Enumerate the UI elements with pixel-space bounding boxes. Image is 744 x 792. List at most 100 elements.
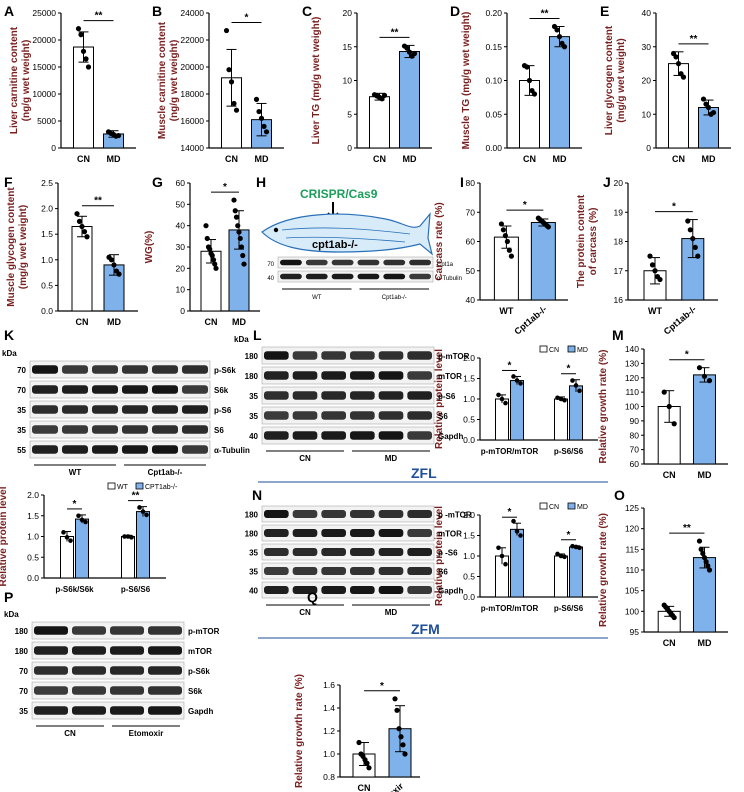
y-tick-label: 0.8 xyxy=(323,772,335,782)
blot-band xyxy=(110,686,144,695)
legend-swatch xyxy=(135,482,144,490)
y-tick-label: 1.0 xyxy=(463,394,475,404)
data-point xyxy=(125,534,131,539)
blot-band xyxy=(32,365,58,374)
panel-letter-f: F xyxy=(4,174,13,190)
crispr-title: CRISPR/Cas9 xyxy=(300,187,378,201)
kda-marker: 180 xyxy=(15,647,29,656)
bar-data-point xyxy=(701,373,708,379)
blot-band xyxy=(62,405,88,414)
significance-marker: ** xyxy=(94,196,102,207)
bar-data-point xyxy=(508,253,514,259)
y-tick-label: 40 xyxy=(176,221,186,231)
y-axis-title-line: Muscle carnitine content xyxy=(157,21,168,139)
x-category-label: MD xyxy=(697,470,711,480)
blot-strip xyxy=(277,256,434,269)
blot-band xyxy=(62,425,88,434)
y-tick-label: 1.5 xyxy=(463,374,475,384)
y-tick-label: 25000 xyxy=(32,8,56,18)
y-tick-label: 70 xyxy=(466,207,476,217)
zfm-label: ZFM xyxy=(411,621,440,637)
chart-g: 0 10 20 30 40 50 60 WG(%) CN MD * xyxy=(144,178,260,327)
blot-band xyxy=(407,567,432,575)
bar-data-point xyxy=(209,252,215,259)
y-tick-label: 0.05 xyxy=(485,109,502,119)
blot-band xyxy=(350,510,375,518)
band-label: S6 xyxy=(438,568,448,577)
kda-marker: 35 xyxy=(249,568,258,577)
kda-marker: 35 xyxy=(17,406,26,415)
y-axis-title: Muscle TG (mg/g wet weight) xyxy=(461,12,472,150)
blot-strip xyxy=(31,641,185,660)
legend-label: CPT1ab-/- xyxy=(145,484,178,491)
chart-d: 0.00 0.05 0.10 0.15 0.20 Muscle TG (mg/g wet … xyxy=(461,8,582,164)
y-tick-label: 14000 xyxy=(180,143,204,153)
data-point xyxy=(144,512,149,518)
bar-data-point xyxy=(396,726,402,732)
y-tick-label: 70 xyxy=(630,445,640,455)
y-axis-title: Liver carnitine content(ng/g wet weight) xyxy=(9,26,32,134)
significance-marker: ** xyxy=(541,9,549,20)
x-category-label: p-mTOR/mTOR xyxy=(481,447,539,456)
blot-band xyxy=(122,425,148,434)
panel-letter-h: H xyxy=(256,174,266,190)
bar-data-point xyxy=(698,546,704,552)
bar-data-point xyxy=(661,389,667,395)
bar-data-point xyxy=(394,707,400,713)
panel-letter-n: N xyxy=(252,487,262,503)
kda-marker: 35 xyxy=(19,707,28,716)
blot-band xyxy=(264,567,289,575)
blot-band xyxy=(357,259,380,266)
y-tick-label: 0.0 xyxy=(463,435,475,445)
bar-data-point xyxy=(240,252,246,259)
y-tick-label: 0.20 xyxy=(485,8,502,18)
blot-band xyxy=(280,259,302,266)
legend-swatch xyxy=(567,502,576,510)
blot-band xyxy=(34,686,68,695)
y-axis-title: Liver glycogen content(mg/g wet weight) xyxy=(604,25,627,135)
blot-band xyxy=(264,391,289,400)
bar-data-point xyxy=(392,696,398,702)
data-point xyxy=(558,553,564,559)
significance-marker: ** xyxy=(391,27,399,38)
blot-band xyxy=(34,626,68,635)
blot-band xyxy=(148,626,182,635)
y-tick-label: 100 xyxy=(625,402,639,412)
data-point xyxy=(555,395,560,401)
bar-data-point xyxy=(238,244,245,250)
data-point xyxy=(518,533,523,538)
zebrafish-icon xyxy=(261,212,434,256)
bar-data-point xyxy=(680,74,687,80)
band-label: α-Tubulin xyxy=(214,446,250,455)
significance-marker: * xyxy=(508,507,512,518)
bar-data-point xyxy=(506,247,512,253)
chart-m: 60 70 80 90 100 110 120 130 140 Relative growth r… xyxy=(598,344,728,480)
blot-band xyxy=(292,567,318,575)
bar-wt xyxy=(121,536,135,579)
blot-band xyxy=(407,371,432,380)
blot-band xyxy=(305,273,328,280)
y-tick-label: 1.6 xyxy=(323,680,335,690)
legend-label: WT xyxy=(117,484,129,491)
blot-band xyxy=(378,411,404,420)
blot-band xyxy=(350,586,375,594)
y-tick-label: 1.5 xyxy=(463,531,475,541)
kda-marker: 180 xyxy=(245,511,259,520)
bar-data-point xyxy=(675,61,682,67)
bar-data-point xyxy=(556,34,563,40)
panel-letter-c: C xyxy=(302,3,312,19)
data-point xyxy=(573,544,579,550)
y-tick-label: 0.0 xyxy=(463,592,475,602)
y-tick-label: 120 xyxy=(625,373,639,383)
y-tick-label: 10 xyxy=(343,76,353,86)
bar-md xyxy=(569,385,583,441)
x-category-label: p-S6/S6 xyxy=(121,585,151,594)
y-axis-title-line: (ng/g wet weight) xyxy=(21,40,32,122)
blot-band xyxy=(182,425,208,434)
blot-band xyxy=(152,425,178,434)
group-label: CN xyxy=(64,729,76,738)
group-label: Cpt1ab-/- xyxy=(382,295,407,301)
x-category-label: WT xyxy=(499,306,513,316)
data-point xyxy=(577,388,582,394)
bar-cn xyxy=(71,226,93,312)
